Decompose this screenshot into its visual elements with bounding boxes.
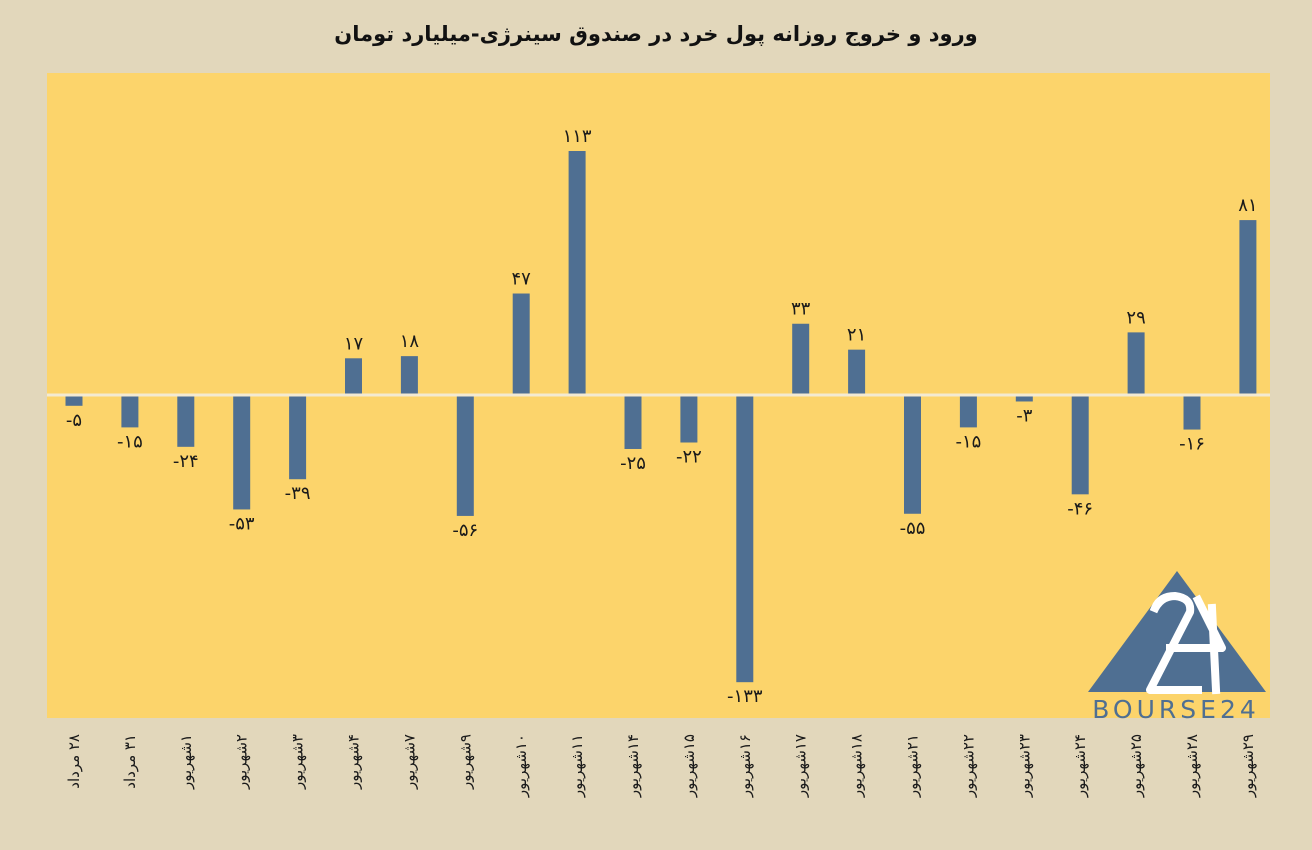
- category-label: ۲۸ مرداد: [65, 734, 83, 789]
- data-label: -۵۵: [900, 518, 926, 539]
- category-label: ۲۹شهریور: [1239, 734, 1257, 798]
- bar: [736, 395, 754, 683]
- data-label: -۴۶: [1067, 498, 1093, 519]
- data-label: ۳۳: [791, 299, 811, 320]
- chart-title: ورود و خروج روزانه پول خرد در صندوق سینر…: [334, 22, 978, 46]
- category-label: ۲۲شهریور: [959, 734, 977, 798]
- category-label: ۱شهریور: [177, 734, 195, 790]
- data-label: -۲۴: [173, 451, 199, 472]
- data-label: ۲۹: [1126, 307, 1145, 328]
- data-label: -۲۲: [676, 447, 702, 468]
- category-label: ۲۱شهریور: [904, 734, 922, 798]
- bar: [233, 395, 251, 510]
- data-label: ۱۸: [400, 331, 420, 352]
- category-label: ۳۱ مرداد: [121, 734, 139, 789]
- category-label: ۲۵شهریور: [1127, 734, 1145, 798]
- data-label: -۱۶: [1179, 434, 1205, 455]
- logo-mark-24: [1146, 592, 1226, 695]
- category-label: ۱۶شهریور: [736, 734, 754, 798]
- bourse24-logo: BOURSE24: [1088, 571, 1266, 724]
- bar: [177, 395, 195, 447]
- category-label: ۲۳شهریور: [1015, 734, 1033, 798]
- category-label: ۷شهریور: [400, 734, 418, 790]
- bar: [680, 395, 698, 443]
- bar: [345, 358, 362, 395]
- category-label: ۱۱شهریور: [568, 734, 586, 798]
- bar: [1015, 395, 1033, 402]
- category-label: ۱۷شهریور: [792, 734, 810, 798]
- bar: [400, 356, 418, 395]
- category-label: ۱۸شهریور: [848, 734, 866, 798]
- bar: [848, 349, 866, 395]
- bar: [1239, 220, 1257, 395]
- bar: [121, 395, 139, 428]
- data-label: ۸۱: [1238, 195, 1257, 216]
- bar: [1127, 332, 1145, 395]
- data-label: -۵۳: [229, 513, 255, 534]
- data-label: ۲۱: [847, 325, 866, 346]
- category-label: ۱۰شهریور: [512, 734, 530, 798]
- bar: [289, 395, 307, 480]
- bar: [65, 395, 83, 406]
- category-label: ۴شهریور: [345, 734, 363, 790]
- data-label: -۵۶: [452, 520, 478, 541]
- data-label: -۳: [1016, 405, 1032, 426]
- category-label: ۱۴شهریور: [624, 734, 642, 798]
- category-label: ۲۴شهریور: [1071, 734, 1089, 798]
- data-label: -۵: [66, 410, 82, 431]
- bar: [959, 395, 977, 428]
- bar: [1071, 395, 1089, 495]
- bar: [792, 323, 810, 395]
- data-label: ۱۷: [344, 333, 364, 354]
- category-label: ۹شهریور: [456, 734, 474, 790]
- data-label: ۴۷: [512, 269, 532, 290]
- bar: [904, 395, 921, 514]
- bar: [512, 293, 530, 395]
- category-label: ۲شهریور: [233, 734, 251, 790]
- data-label: -۱۵: [955, 431, 981, 452]
- data-label: ۱۱۳: [563, 126, 592, 147]
- category-label: ۲۸شهریور: [1183, 734, 1201, 798]
- category-label: ۱۵شهریور: [680, 734, 698, 798]
- data-label: -۲۵: [620, 453, 646, 474]
- category-label: ۳شهریور: [289, 734, 307, 790]
- logo-text: BOURSE24: [1092, 695, 1260, 724]
- data-label: -۳۹: [285, 483, 311, 504]
- data-label: -۱۳۳: [727, 686, 763, 707]
- data-label: -۱۵: [117, 431, 143, 452]
- bar: [624, 395, 642, 449]
- bar: [568, 151, 586, 395]
- bar: [1183, 395, 1201, 430]
- bar: [456, 395, 474, 516]
